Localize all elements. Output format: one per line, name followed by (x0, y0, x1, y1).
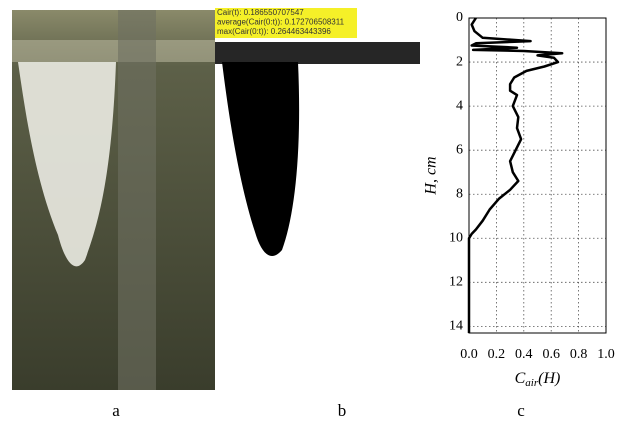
x-tick-label: 1.0 (597, 347, 615, 362)
y-axis-label: H, cm (423, 156, 440, 195)
x-tick-label: 0.0 (460, 347, 478, 362)
x-tick-label: 0.6 (542, 347, 560, 362)
panel-label: c (517, 401, 525, 420)
data-line (467, 17, 564, 333)
x-tick-label: 0.2 (488, 347, 506, 362)
overlay-text: average(Cair(0:t)): 0.172706508311 (217, 18, 345, 27)
x-axis-label-part: C (515, 370, 526, 387)
binary-panel (215, 8, 420, 390)
x-axis-label: Cair(H) (515, 370, 561, 389)
x-tick-label: 0.4 (515, 347, 533, 362)
panel-label: a (112, 401, 120, 420)
y-tick-label: 0 (456, 10, 463, 25)
y-tick-label: 14 (449, 319, 463, 334)
y-tick-label: 8 (456, 186, 463, 201)
overlay-text: max(Cair(0:t)): 0.264463443396 (217, 27, 331, 36)
x-axis-label-part: air (525, 377, 539, 389)
y-tick-label: 6 (456, 142, 463, 157)
panel-label: b (338, 401, 347, 420)
x-axis-label-part: (H) (538, 370, 560, 387)
photo-panel (12, 10, 215, 390)
plot-frame (468, 17, 607, 334)
overlay-text: Cair(t): 0.186550707547 (217, 8, 304, 17)
y-tick-label: 10 (449, 230, 463, 245)
x-tick-label: 0.8 (570, 347, 588, 362)
y-tick-label: 4 (456, 98, 463, 113)
y-tick-label: 2 (456, 54, 463, 69)
y-tick-label: 12 (449, 275, 463, 290)
